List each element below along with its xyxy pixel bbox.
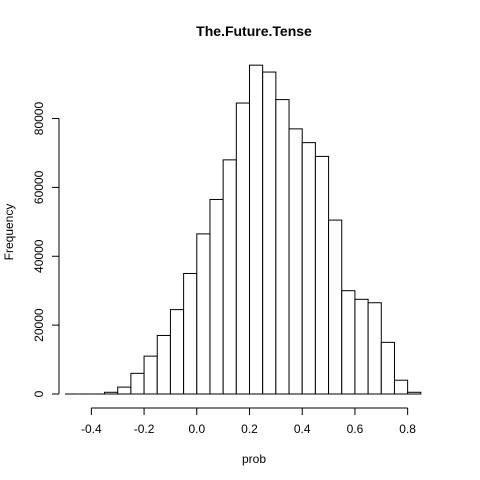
histogram-bar-15 bbox=[262, 71, 277, 395]
histogram-bar-23 bbox=[367, 302, 382, 395]
histogram-bar-8 bbox=[169, 309, 185, 395]
x-tick-label-1: -0.2 bbox=[134, 422, 155, 436]
histogram-bar-4 bbox=[117, 386, 132, 395]
y-tick-label-3: 60000 bbox=[32, 170, 46, 204]
histogram-bar-16 bbox=[275, 99, 290, 395]
histogram-bar-19 bbox=[314, 155, 330, 395]
chart-title: The.Future.Tense bbox=[196, 23, 312, 39]
histogram-bar-13 bbox=[235, 102, 251, 395]
x-tick-label-2: 0.0 bbox=[188, 422, 205, 436]
bars-group bbox=[65, 64, 422, 395]
x-tick-label-0: -0.4 bbox=[81, 422, 102, 436]
histogram-bar-5 bbox=[130, 372, 145, 395]
histogram-bar-18 bbox=[301, 142, 316, 395]
y-tick-label-1: 20000 bbox=[32, 308, 46, 342]
y-axis-label: Frequency bbox=[2, 204, 16, 261]
x-axis-label: prob bbox=[242, 452, 266, 466]
histogram-bar-6 bbox=[143, 355, 158, 395]
histogram-bar-24 bbox=[380, 341, 395, 395]
y-tick-label-4: 80000 bbox=[32, 102, 46, 136]
histogram-bar-21 bbox=[341, 290, 356, 395]
histogram-bar-10 bbox=[196, 233, 211, 395]
y-tick-label-0: 0 bbox=[32, 390, 46, 397]
histogram-bar-14 bbox=[249, 64, 264, 395]
x-tick-label-3: 0.2 bbox=[241, 422, 258, 436]
histogram-bar-3 bbox=[104, 391, 119, 395]
x-tick-label-4: 0.4 bbox=[294, 422, 311, 436]
histogram-bar-17 bbox=[288, 128, 303, 395]
y-axis: 0 20000 40000 60000 80000 bbox=[32, 102, 60, 397]
histogram-bar-9 bbox=[183, 272, 198, 395]
histogram-bar-12 bbox=[222, 159, 237, 395]
histogram-bar-11 bbox=[209, 198, 224, 395]
histogram-bar-26 bbox=[407, 391, 422, 395]
x-axis: -0.4 -0.2 0.0 0.2 0.4 0.6 0.8 bbox=[81, 407, 416, 436]
histogram-bar-20 bbox=[328, 219, 343, 395]
histogram-bar-22 bbox=[354, 298, 369, 395]
x-tick-label-5: 0.6 bbox=[347, 422, 364, 436]
x-tick-label-6: 0.8 bbox=[399, 422, 416, 436]
y-tick-label-2: 40000 bbox=[32, 239, 46, 273]
histogram-bar-25 bbox=[393, 379, 409, 395]
histogram-bar-7 bbox=[156, 334, 171, 395]
